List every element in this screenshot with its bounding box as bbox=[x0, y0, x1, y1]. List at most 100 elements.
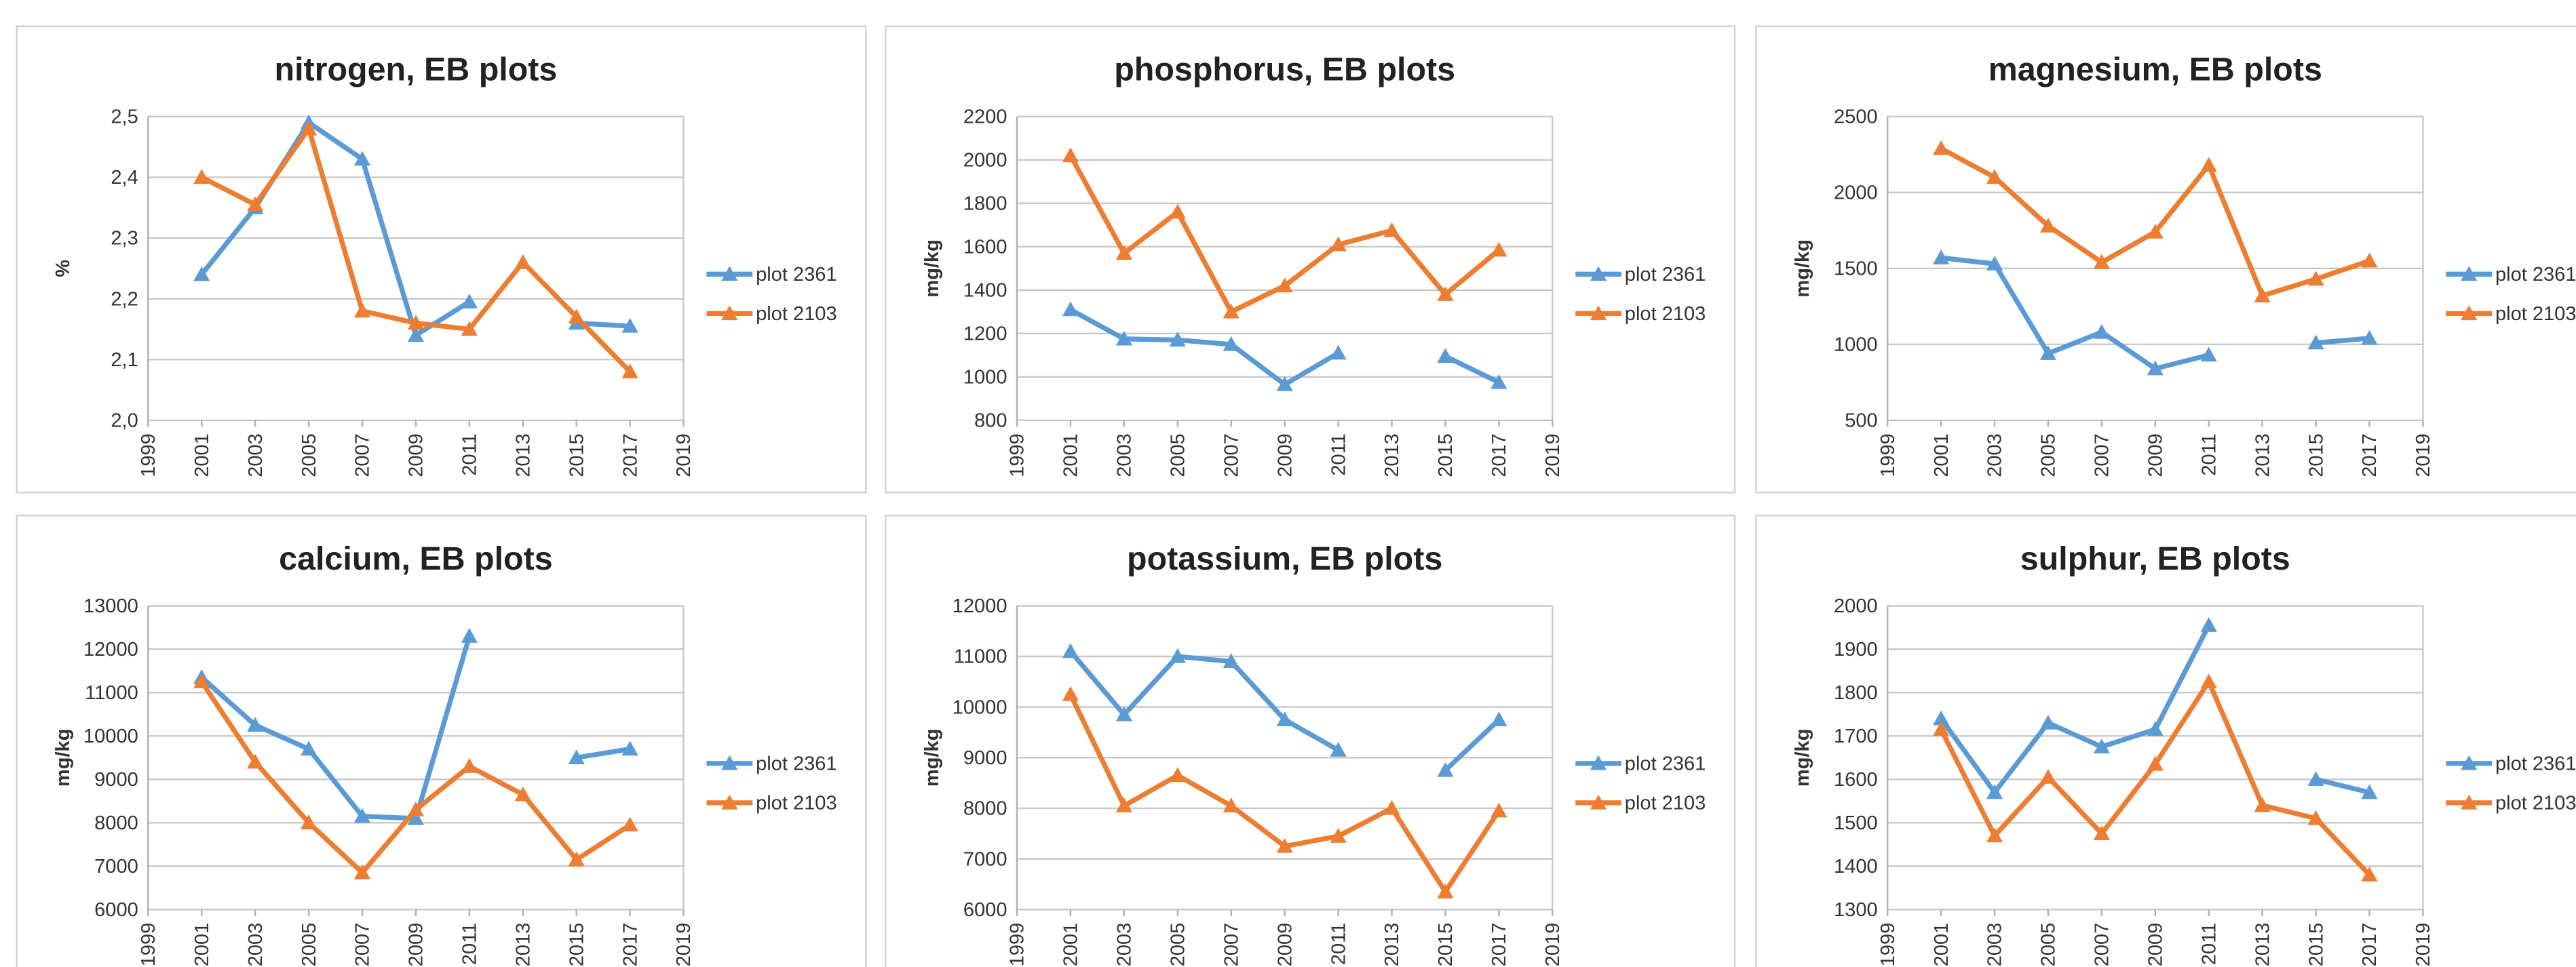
marker bbox=[353, 864, 371, 880]
legend-marker bbox=[721, 305, 738, 321]
y-tick-label: 2000 bbox=[1834, 595, 1878, 617]
marker bbox=[1115, 797, 1132, 812]
y-tick-label: 10000 bbox=[83, 726, 138, 747]
marker bbox=[1491, 241, 1507, 257]
marker bbox=[1986, 256, 2003, 271]
x-tick-label: 2011 bbox=[1328, 923, 1349, 965]
x-tick-label: 2009 bbox=[2145, 433, 2167, 477]
x-tick-label: 2015 bbox=[566, 923, 588, 967]
marker bbox=[621, 741, 638, 756]
x-tick-label: 2013 bbox=[1381, 433, 1403, 477]
x-tick-label: 2007 bbox=[2092, 923, 2113, 967]
marker bbox=[1169, 203, 1186, 219]
marker bbox=[407, 810, 425, 825]
chart-title: potassium, EB plots bbox=[1127, 540, 1442, 577]
y-tick-label: 1200 bbox=[963, 323, 1007, 345]
marker bbox=[1115, 706, 1132, 722]
x-tick-label: 2011 bbox=[459, 433, 481, 475]
x-tick-label: 2017 bbox=[1488, 433, 1510, 477]
y-axis-label: mg/kg bbox=[921, 239, 943, 298]
marker bbox=[2039, 715, 2057, 730]
x-tick-label: 2005 bbox=[2038, 433, 2060, 477]
marker bbox=[568, 851, 585, 867]
x-tick-label: 2015 bbox=[1435, 433, 1457, 477]
marker bbox=[407, 801, 425, 816]
x-tick-label: 2005 bbox=[1167, 923, 1189, 967]
y-tick-label: 11000 bbox=[85, 682, 138, 704]
y-tick-label: 2,2 bbox=[111, 288, 138, 310]
x-tick-label: 2019 bbox=[2412, 923, 2434, 967]
y-tick-label: 2,3 bbox=[111, 228, 138, 250]
chart-panel: calcium, EB plots mg/kg 6000 7000 8000 9000 10… bbox=[16, 515, 867, 967]
marker bbox=[247, 196, 264, 212]
x-tick-label: 2013 bbox=[1381, 923, 1403, 967]
y-tick-label: 2000 bbox=[1834, 182, 1878, 204]
marker bbox=[1223, 797, 1239, 812]
y-tick-label: 1300 bbox=[1834, 899, 1878, 921]
marker bbox=[247, 753, 264, 769]
legend-label: plot 2103 bbox=[2495, 793, 2576, 814]
x-tick-label: 2009 bbox=[406, 923, 427, 967]
panel bbox=[1755, 25, 2576, 494]
x-tick-label: 2007 bbox=[1220, 923, 1242, 967]
x-tick-label: 2017 bbox=[2359, 433, 2381, 477]
marker bbox=[300, 741, 318, 756]
y-tick-label: 2,4 bbox=[111, 167, 138, 189]
x-tick-label: 2017 bbox=[619, 433, 641, 477]
marker bbox=[2147, 721, 2164, 736]
marker bbox=[2361, 784, 2378, 800]
marker bbox=[621, 816, 638, 832]
marker bbox=[1115, 245, 1132, 260]
marker bbox=[2254, 288, 2271, 302]
x-tick-label: 2019 bbox=[1542, 433, 1564, 477]
chart-panel: magnesium, EB plots mg/kg 500 1000 1500 2000 2… bbox=[1755, 25, 2576, 494]
series-line bbox=[1069, 307, 1500, 387]
x-tick-label: 2003 bbox=[1984, 923, 2006, 967]
y-tick-label: 2500 bbox=[1834, 106, 1878, 128]
marker bbox=[300, 120, 318, 136]
panel bbox=[16, 25, 867, 494]
x-tick-label: 2001 bbox=[1931, 433, 1953, 477]
x-tick-label: 1999 bbox=[1877, 433, 1899, 477]
panel bbox=[885, 515, 1736, 967]
marker bbox=[2147, 360, 2164, 376]
x-tick-label: 2013 bbox=[2252, 923, 2273, 967]
marker bbox=[2093, 254, 2110, 269]
marker bbox=[1062, 147, 1079, 163]
marker bbox=[1986, 784, 2003, 800]
y-tick-label: 1700 bbox=[1834, 726, 1878, 747]
x-tick-label: 2015 bbox=[566, 433, 588, 477]
x-tick-label: 2019 bbox=[2412, 433, 2434, 477]
marker bbox=[1330, 742, 1347, 757]
series-line bbox=[1069, 650, 1501, 772]
legend-label: plot 2103 bbox=[756, 793, 837, 814]
series-line bbox=[199, 635, 631, 821]
panel bbox=[16, 515, 867, 967]
y-tick-label: 2200 bbox=[963, 106, 1007, 128]
marker bbox=[2039, 345, 2057, 360]
marker bbox=[353, 808, 371, 823]
y-tick-label: 7000 bbox=[94, 856, 138, 877]
marker bbox=[1491, 711, 1507, 727]
x-tick-label: 2009 bbox=[2145, 923, 2167, 967]
x-tick-label: 2001 bbox=[1931, 923, 1953, 967]
legend-marker bbox=[2461, 755, 2478, 770]
marker bbox=[1115, 330, 1132, 346]
marker bbox=[2361, 330, 2378, 345]
x-tick-label: 2005 bbox=[1167, 433, 1189, 477]
marker bbox=[621, 317, 638, 333]
marker bbox=[621, 363, 638, 378]
marker bbox=[353, 302, 371, 318]
chart-panel: potassium, EB plots mg/kg 6000 7000 8000 9000… bbox=[885, 515, 1736, 967]
marker bbox=[1223, 336, 1239, 351]
y-tick-label: 2,5 bbox=[111, 106, 138, 128]
marker bbox=[407, 315, 425, 330]
y-tick-label: 2,0 bbox=[111, 410, 138, 431]
marker bbox=[2039, 218, 2057, 233]
legend-label: plot 2361 bbox=[756, 264, 837, 285]
panel bbox=[885, 25, 1736, 494]
marker bbox=[568, 309, 585, 324]
marker bbox=[1062, 643, 1079, 658]
marker bbox=[193, 673, 210, 689]
